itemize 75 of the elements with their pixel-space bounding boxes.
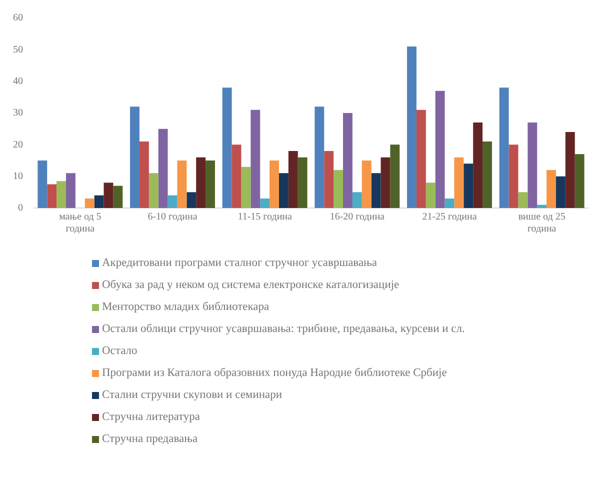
bar	[362, 160, 372, 208]
bar	[352, 192, 362, 208]
bar	[518, 192, 528, 208]
bar	[222, 88, 232, 208]
legend-label: Програми из Каталога образовних понуда Народне библиотеке Србије	[102, 366, 447, 381]
bar	[139, 142, 149, 208]
y-tick-label: 60	[13, 12, 23, 24]
x-tick-label: 16-20 година	[330, 212, 386, 223]
y-tick-label: 40	[13, 76, 23, 87]
bar	[130, 106, 140, 208]
bar	[270, 160, 279, 208]
bar	[508, 144, 518, 208]
bar	[47, 184, 57, 208]
bar	[426, 182, 436, 208]
x-tick-label: 11-15 година	[238, 212, 293, 223]
bar	[464, 164, 474, 208]
legend-label: Акредитовани програми сталног стручног усавршавања	[102, 256, 377, 271]
bar	[416, 110, 426, 208]
bar	[371, 173, 381, 208]
bar	[186, 192, 196, 208]
legend-label: Остали облици стручног усавршавања: трибине, предавања, курсеви и сл.	[102, 322, 465, 337]
bar	[556, 176, 566, 208]
bar	[232, 144, 242, 208]
bar	[528, 122, 538, 208]
bar	[499, 88, 509, 208]
legend-label: Стручна литература	[102, 410, 200, 425]
legend-label: Менторство младих библиотекара	[102, 300, 270, 315]
legend-label: Стални стручни скупови и семинари	[102, 388, 282, 403]
bar	[435, 90, 445, 208]
bar	[278, 173, 288, 208]
bar	[38, 160, 48, 208]
bar	[84, 198, 94, 208]
bar	[148, 173, 158, 208]
x-tick-label: 6-10 година	[148, 212, 198, 223]
bar	[473, 122, 483, 208]
bar	[104, 182, 114, 208]
bar	[66, 173, 76, 208]
bar	[537, 204, 547, 208]
legend-label: Остало	[102, 344, 138, 359]
bar	[324, 151, 334, 208]
bar	[314, 106, 324, 208]
x-tick-label: мање од 5 година	[59, 212, 102, 235]
bar	[390, 144, 400, 208]
bar	[343, 113, 352, 208]
bar	[241, 166, 251, 208]
bar	[288, 151, 298, 208]
bar	[546, 170, 556, 208]
bar	[454, 157, 464, 208]
bar	[482, 142, 492, 208]
y-tick-label: 0	[18, 202, 23, 214]
y-tick-label: 50	[13, 44, 23, 56]
bar	[196, 157, 206, 208]
bar	[380, 157, 390, 208]
x-tick-label: 21-25 година	[422, 212, 478, 223]
bar	[565, 132, 575, 208]
bar	[113, 186, 123, 208]
bar	[334, 170, 344, 208]
bar	[250, 110, 260, 208]
bar	[206, 160, 215, 208]
bar	[298, 157, 308, 208]
y-tick-label: 20	[13, 139, 23, 150]
bar	[407, 46, 416, 208]
bar	[158, 128, 168, 208]
bar	[444, 198, 454, 208]
y-tick-label: 10	[13, 170, 23, 182]
y-tick-label: 30	[13, 108, 23, 119]
legend-label: Обука за рад у неком од система електронске каталогизације	[102, 278, 400, 293]
bar	[94, 195, 104, 208]
legend-label: Стручна предавања	[102, 432, 198, 447]
bar	[260, 198, 270, 208]
bar	[56, 181, 66, 208]
bar	[177, 160, 187, 208]
bar	[168, 195, 178, 208]
bar	[574, 154, 584, 208]
x-tick-label: више од 25 година	[518, 212, 566, 235]
